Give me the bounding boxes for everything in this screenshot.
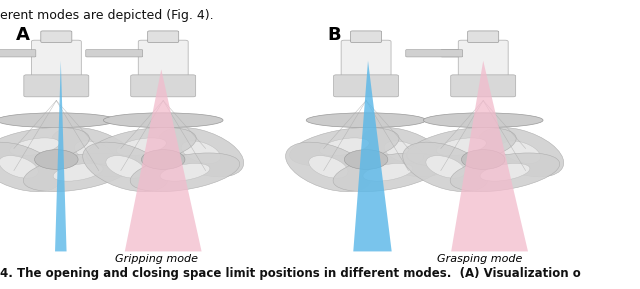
Ellipse shape: [51, 127, 137, 177]
Polygon shape: [125, 69, 202, 251]
Circle shape: [344, 150, 388, 169]
Text: A: A: [16, 26, 30, 44]
Ellipse shape: [0, 142, 61, 192]
Ellipse shape: [0, 156, 38, 178]
Ellipse shape: [83, 142, 168, 192]
Ellipse shape: [333, 153, 443, 192]
FancyBboxPatch shape: [333, 75, 399, 97]
Ellipse shape: [426, 156, 465, 178]
Ellipse shape: [361, 127, 447, 177]
Circle shape: [35, 150, 78, 169]
Ellipse shape: [0, 127, 90, 166]
Ellipse shape: [307, 113, 426, 127]
Ellipse shape: [23, 153, 133, 192]
Ellipse shape: [158, 127, 244, 177]
Ellipse shape: [106, 156, 145, 178]
Ellipse shape: [160, 164, 210, 181]
Ellipse shape: [130, 153, 240, 192]
Ellipse shape: [501, 141, 541, 163]
Ellipse shape: [403, 142, 488, 192]
Polygon shape: [451, 61, 528, 251]
Ellipse shape: [436, 138, 486, 155]
Ellipse shape: [424, 113, 543, 127]
Text: Gripping mode: Gripping mode: [115, 254, 198, 264]
FancyBboxPatch shape: [451, 75, 516, 97]
Ellipse shape: [478, 127, 564, 177]
Circle shape: [461, 150, 505, 169]
Ellipse shape: [384, 141, 424, 163]
Polygon shape: [353, 61, 392, 251]
Ellipse shape: [289, 127, 399, 166]
Polygon shape: [55, 61, 67, 251]
FancyBboxPatch shape: [406, 50, 463, 57]
FancyBboxPatch shape: [341, 40, 391, 77]
Ellipse shape: [181, 141, 221, 163]
Ellipse shape: [116, 138, 166, 155]
Ellipse shape: [480, 164, 530, 181]
FancyBboxPatch shape: [41, 31, 72, 42]
Ellipse shape: [308, 156, 348, 178]
Ellipse shape: [74, 141, 114, 163]
FancyBboxPatch shape: [31, 40, 81, 77]
FancyBboxPatch shape: [441, 50, 498, 57]
Ellipse shape: [10, 138, 60, 155]
Ellipse shape: [319, 138, 369, 155]
FancyBboxPatch shape: [468, 31, 499, 42]
Ellipse shape: [86, 127, 196, 166]
Text: 4. The opening and closing space limit positions in different modes.  (A) Visual: 4. The opening and closing space limit p…: [0, 267, 580, 280]
FancyBboxPatch shape: [24, 75, 89, 97]
Ellipse shape: [406, 127, 516, 166]
Circle shape: [141, 150, 185, 169]
Text: Grasping mode: Grasping mode: [437, 254, 523, 264]
FancyBboxPatch shape: [131, 75, 196, 97]
Ellipse shape: [363, 164, 413, 181]
Ellipse shape: [103, 113, 223, 127]
FancyBboxPatch shape: [86, 50, 143, 57]
FancyBboxPatch shape: [138, 40, 188, 77]
Ellipse shape: [285, 142, 371, 192]
FancyBboxPatch shape: [351, 31, 381, 42]
Text: erent modes are depicted (Fig. 4).: erent modes are depicted (Fig. 4).: [0, 9, 214, 22]
Text: B: B: [328, 26, 341, 44]
Ellipse shape: [450, 153, 560, 192]
FancyBboxPatch shape: [0, 50, 36, 57]
FancyBboxPatch shape: [458, 40, 508, 77]
Ellipse shape: [0, 113, 116, 127]
FancyBboxPatch shape: [148, 31, 179, 42]
Ellipse shape: [53, 164, 103, 181]
